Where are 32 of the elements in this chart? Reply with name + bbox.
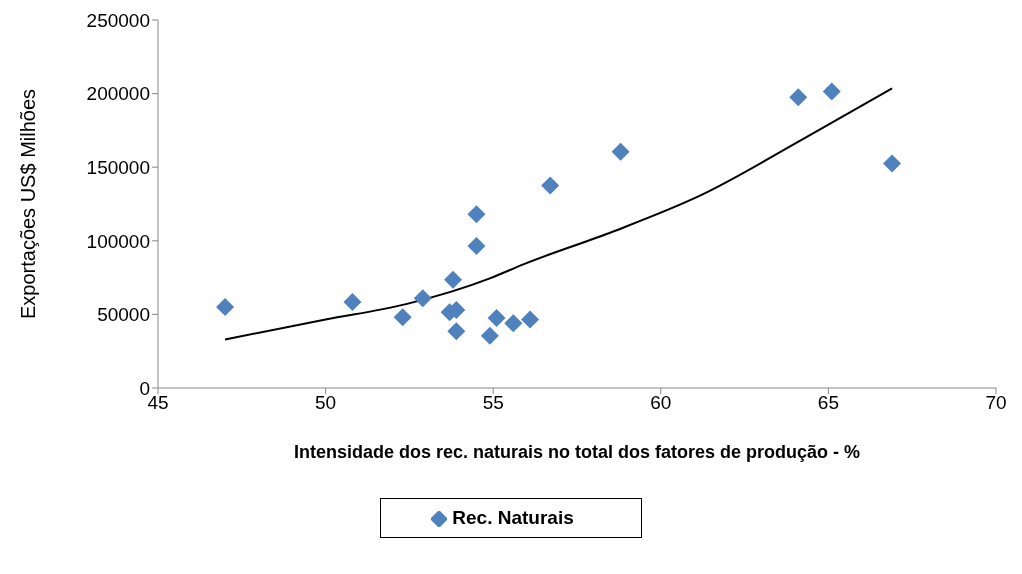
point — [393, 308, 412, 327]
y-tick-label: 150000 — [86, 156, 150, 178]
point — [521, 310, 540, 329]
point — [541, 176, 560, 195]
x-tick-label: 50 — [315, 392, 337, 414]
y-tick-label: 100000 — [86, 230, 150, 252]
y-tick-label: 200000 — [86, 83, 150, 105]
x-tick-label: 70 — [985, 392, 1007, 414]
point — [413, 289, 432, 308]
point — [467, 236, 486, 255]
legend-label: Rec. Naturais — [451, 507, 574, 528]
x-tick-label: 65 — [817, 392, 839, 414]
point — [216, 298, 235, 317]
x-tick-label: 55 — [482, 392, 504, 414]
point — [443, 270, 462, 289]
point — [883, 154, 902, 173]
point — [447, 322, 466, 341]
y-tick-label: 50000 — [97, 304, 150, 326]
point — [789, 88, 808, 107]
point — [467, 205, 486, 224]
y-tick-label: 0 — [139, 377, 150, 399]
point — [480, 326, 499, 345]
x-axis-title: Intensidade dos rec. naturais no total dos fatores de produção - % — [293, 442, 861, 462]
y-axis-title: Exportações US$ Milhões — [17, 88, 40, 320]
x-tick-label: 60 — [650, 392, 672, 414]
point — [487, 309, 506, 328]
line-series — [224, 87, 894, 341]
point — [343, 292, 362, 311]
point — [611, 142, 630, 161]
y-tick-label: 250000 — [86, 9, 150, 31]
point — [504, 314, 523, 333]
point — [822, 82, 841, 101]
